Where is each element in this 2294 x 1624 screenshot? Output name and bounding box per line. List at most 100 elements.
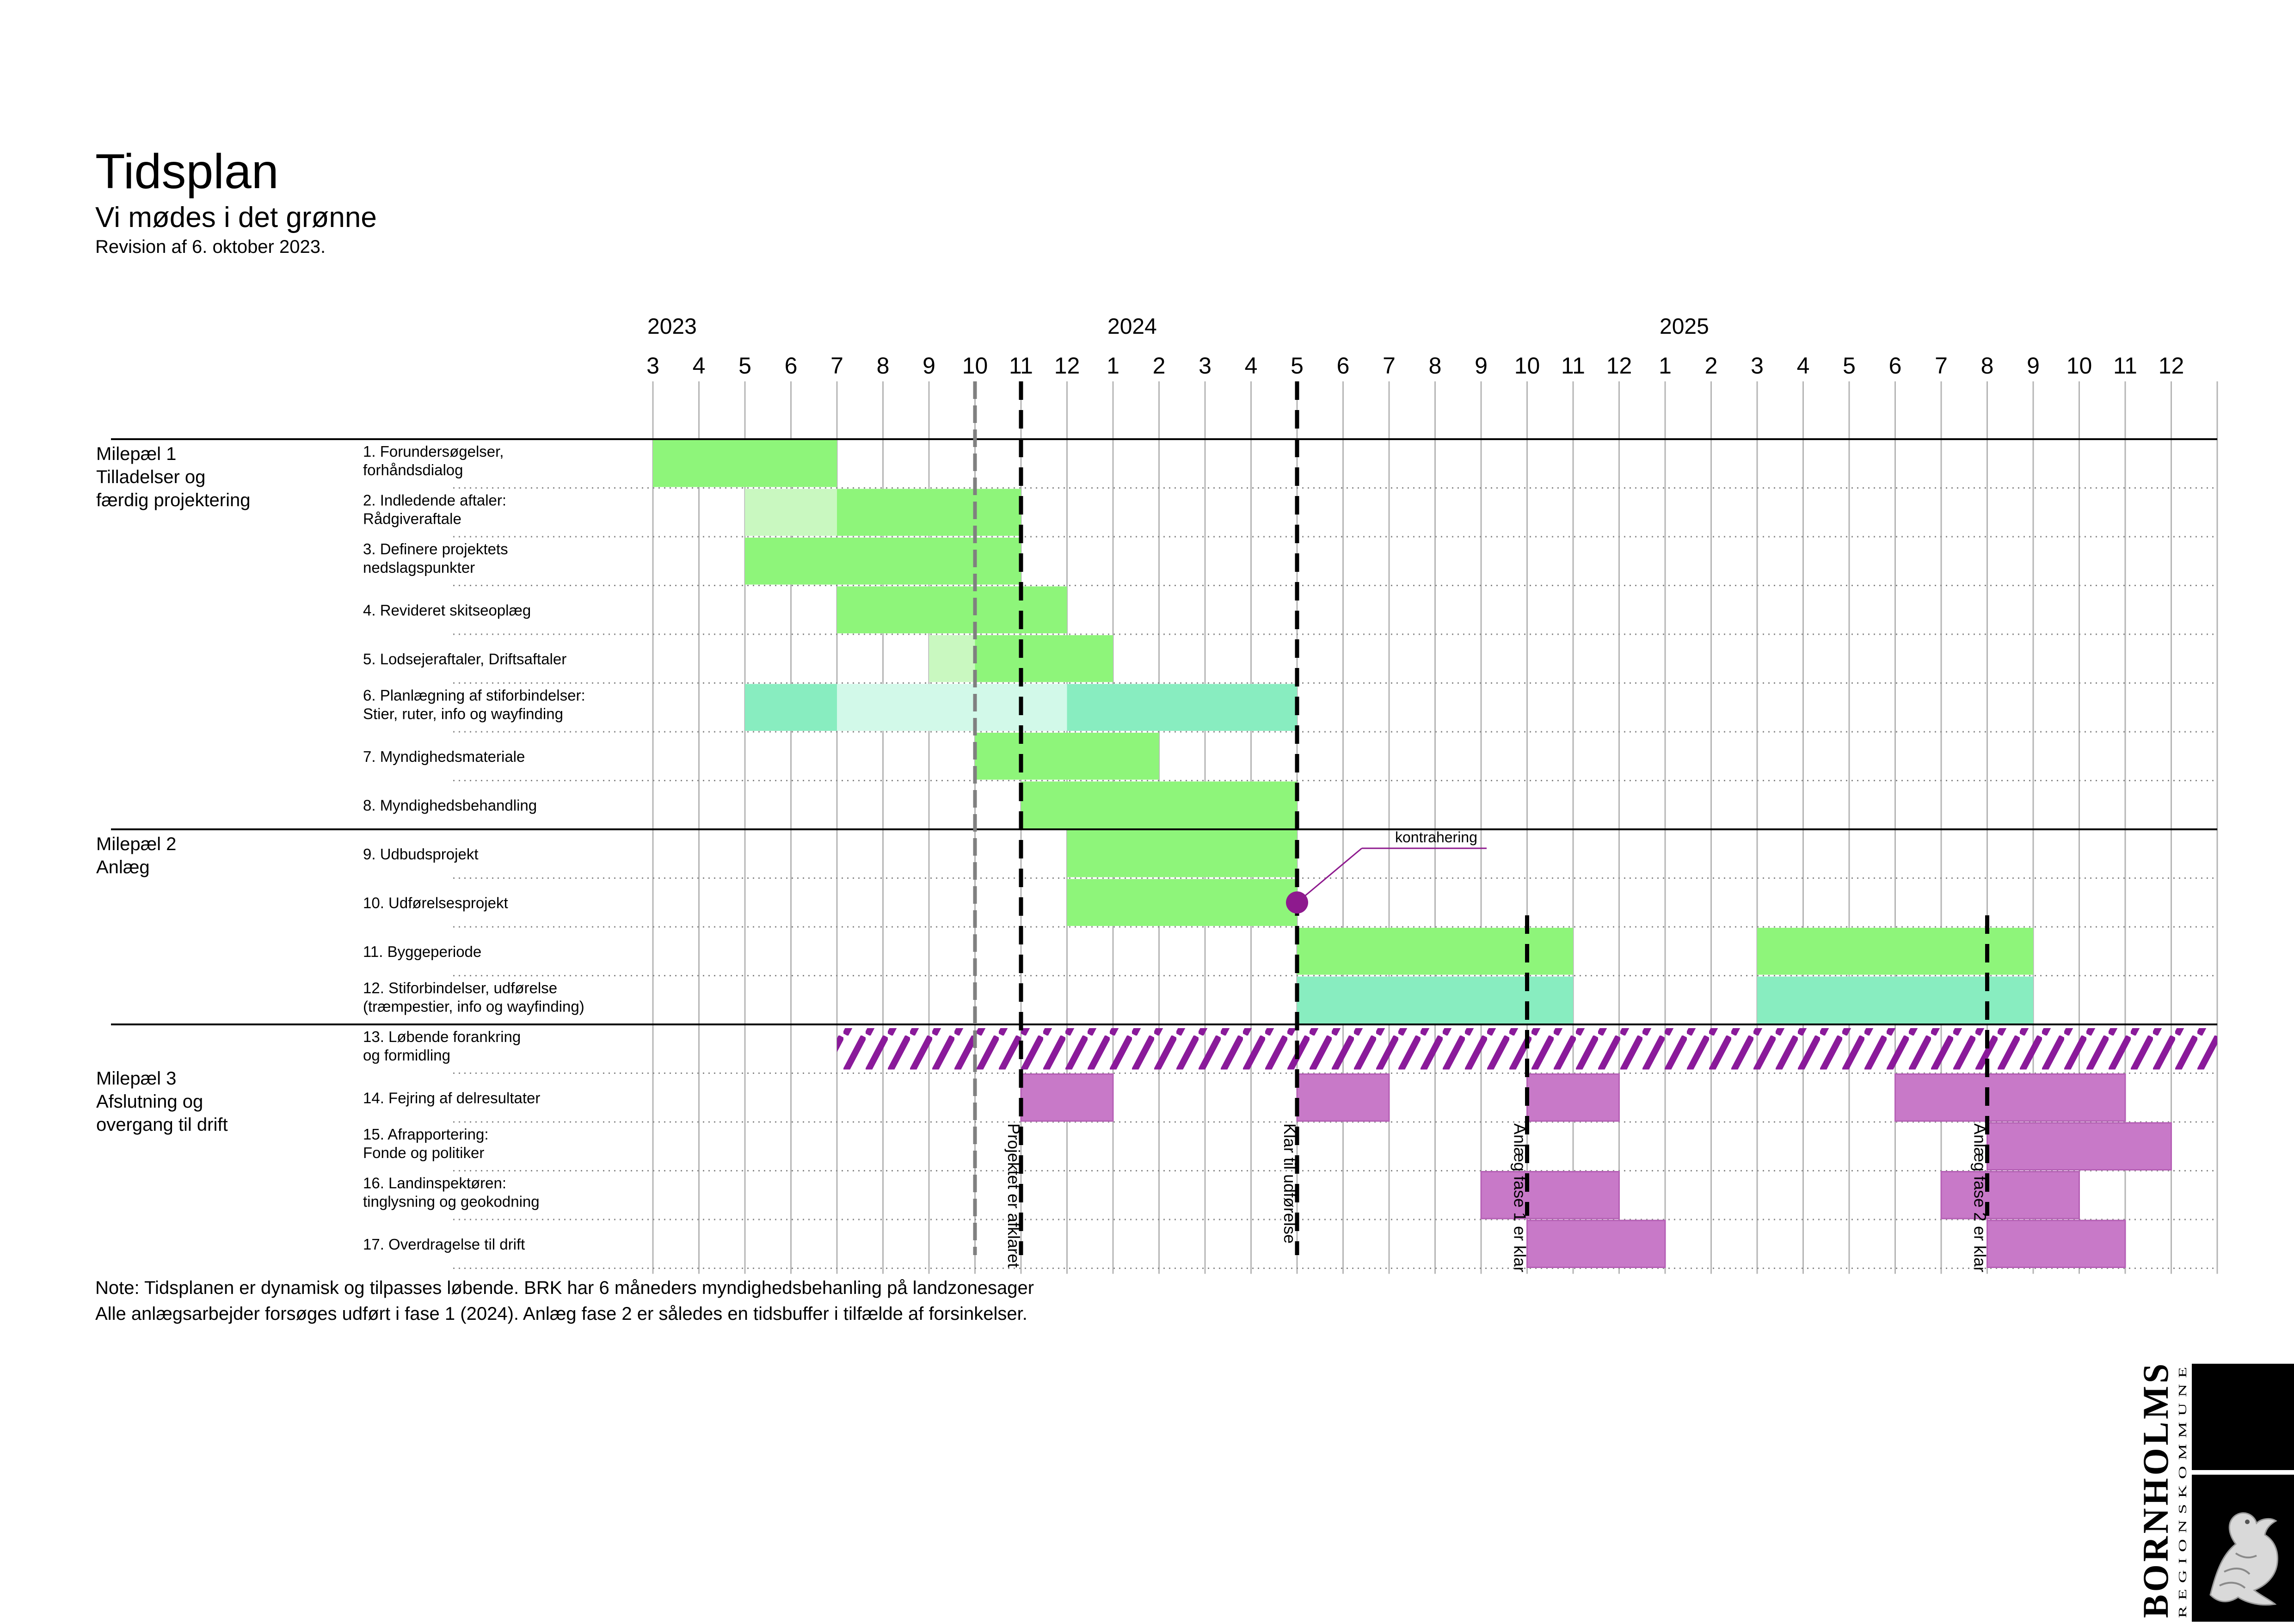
- task-label: Rådgiveraftale: [363, 510, 461, 527]
- month-tick-label: 11: [1009, 353, 1033, 379]
- task-label: Fonde og politiker: [363, 1144, 484, 1161]
- task-label: 4. Revideret skitseoplæg: [363, 601, 531, 619]
- month-tick-label: 11: [2113, 353, 2137, 379]
- task-label: 17. Overdragelse til drift: [363, 1236, 525, 1253]
- gantt-bar: [1757, 976, 2033, 1023]
- bornholms-logo: BORNHOLMS REGIONSKOMMUNE: [2127, 1359, 2294, 1622]
- marker-label: Projektet er afklaret: [1004, 1123, 1023, 1268]
- task-label: 5. Lodsejeraftaler, Driftsaftaler: [363, 650, 566, 668]
- month-tick-label: 10: [1514, 353, 1540, 379]
- task-label: forhåndsdialog: [363, 461, 463, 478]
- year-label: 2025: [1660, 314, 1709, 339]
- milestone-label: Milepæl 2: [96, 834, 176, 854]
- marker-label: Anlæg fase 2 er klar: [1971, 1123, 1990, 1272]
- gantt-bar: [1296, 1073, 1390, 1122]
- event-label: kontrahering: [1395, 829, 1477, 846]
- month-tick-label: 3: [1199, 353, 1212, 379]
- month-tick-label: 7: [1383, 353, 1396, 379]
- gantt-bar: [745, 489, 837, 536]
- logo-name: BORNHOLMS: [2135, 1361, 2176, 1618]
- milestone-label: Milepæl 1: [96, 444, 176, 464]
- month-tick-label: 10: [2066, 353, 2092, 379]
- task-label: og formidling: [363, 1047, 450, 1064]
- note: Note: Tidsplanen er dynamisk og tilpasse…: [95, 1275, 1034, 1327]
- month-tick-label: 8: [1981, 353, 1994, 379]
- month-tick-label: 7: [830, 353, 843, 379]
- gantt-bar: [745, 538, 1021, 585]
- month-tick-label: 8: [1429, 353, 1442, 379]
- note-line: Note: Tidsplanen er dynamisk og tilpasse…: [95, 1278, 1034, 1298]
- task-label: 13. Løbende forankring: [363, 1028, 521, 1045]
- event-leader-line: [1297, 847, 1362, 903]
- revision-date: Revision af 6. oktober 2023.: [95, 237, 326, 257]
- month-tick-label: 7: [1935, 353, 1948, 379]
- month-tick-label: 9: [923, 353, 935, 379]
- month-tick-label: 1: [1659, 353, 1672, 379]
- task-label: 3. Definere projektets: [363, 540, 508, 558]
- milestone-label: Tilladelser og: [96, 467, 205, 487]
- gantt-bar: [1067, 879, 1297, 926]
- task-label: 1. Forundersøgelser,: [363, 443, 504, 460]
- marker-label: Klar til udførelse: [1280, 1123, 1299, 1244]
- gantt-bar: [1894, 1073, 2126, 1122]
- gantt-bar: [653, 440, 837, 487]
- task-label: 10. Udførelsesprojekt: [363, 894, 508, 911]
- gantt-bar: [1986, 1220, 2126, 1268]
- task-label: 16. Landinspektøren:: [363, 1175, 506, 1192]
- gantt-bar: [1020, 1073, 1114, 1122]
- gantt-bar: [1067, 830, 1297, 877]
- page-subtitle: Vi mødes i det grønne: [95, 202, 377, 233]
- gantt-bar: [837, 489, 1021, 536]
- month-tick-label: 3: [1751, 353, 1764, 379]
- gantt-bar: [1986, 1122, 2172, 1171]
- month-tick-label: 12: [2159, 353, 2184, 379]
- milestone-label: overgang til drift: [96, 1115, 228, 1135]
- task-label: 7. Myndighedsmateriale: [363, 748, 525, 765]
- task-label: tinglysning og geokodning: [363, 1193, 540, 1210]
- logo-emblem-block: [2192, 1475, 2294, 1622]
- milestone-label: Afslutning og: [96, 1091, 203, 1112]
- year-label: 2024: [1107, 314, 1157, 339]
- task-label: 6. Planlægning af stiforbindelser:: [363, 687, 585, 704]
- month-tick-label: 6: [785, 353, 798, 379]
- month-tick-label: 12: [1606, 353, 1632, 379]
- event-point: [1286, 891, 1308, 914]
- month-tick-label: 9: [2027, 353, 2040, 379]
- milestone-label: færdig projektering: [96, 490, 251, 510]
- month-tick-label: 6: [1337, 353, 1350, 379]
- task-label: (træmpestier, info og wayfinding): [363, 998, 584, 1015]
- task-label: nedslagspunkter: [363, 559, 475, 576]
- month-tick-label: 2: [1705, 353, 1718, 379]
- gantt-bar: [975, 635, 1113, 682]
- month-tick-label: 10: [962, 353, 988, 379]
- gantt-bar: [1021, 781, 1297, 828]
- task-label: 8. Myndighedsbehandling: [363, 797, 537, 814]
- month-tick-label: 3: [646, 353, 659, 379]
- gantt-bar: [1757, 928, 2033, 975]
- logo-wordmark: BORNHOLMS REGIONSKOMMUNE: [2135, 1361, 2189, 1618]
- month-tick-label: 4: [1797, 353, 1810, 379]
- month-tick-label: 4: [693, 353, 706, 379]
- task-label: 14. Fejring af delresultater: [363, 1089, 540, 1106]
- note-line: Alle anlægsarbejder forsøges udført i fa…: [95, 1304, 1027, 1324]
- month-tick-label: 8: [877, 353, 890, 379]
- year-label: 2023: [647, 314, 697, 339]
- month-tick-label: 5: [1843, 353, 1856, 379]
- milestone-label: Anlæg: [96, 857, 150, 877]
- month-tick-label: 5: [1291, 353, 1304, 379]
- month-tick-label: 9: [1475, 353, 1488, 379]
- month-tick-label: 11: [1561, 353, 1585, 379]
- logo-subtitle: REGIONSKOMMUNE: [2177, 1361, 2189, 1618]
- month-tick-label: 2: [1153, 353, 1166, 379]
- page-title: Tidsplan: [95, 144, 279, 199]
- gantt-bar: [1526, 1220, 1666, 1268]
- task-label: 2. Indledende aftaler:: [363, 492, 506, 509]
- gantt-bar: [1297, 928, 1573, 975]
- milestone-label: Milepæl 3: [96, 1068, 176, 1089]
- month-tick-label: 6: [1889, 353, 1902, 379]
- month-tick-label: 12: [1054, 353, 1080, 379]
- gantt-bar: [1067, 684, 1297, 731]
- task-label: 15. Afrapportering:: [363, 1126, 489, 1143]
- month-tick-label: 5: [738, 353, 751, 379]
